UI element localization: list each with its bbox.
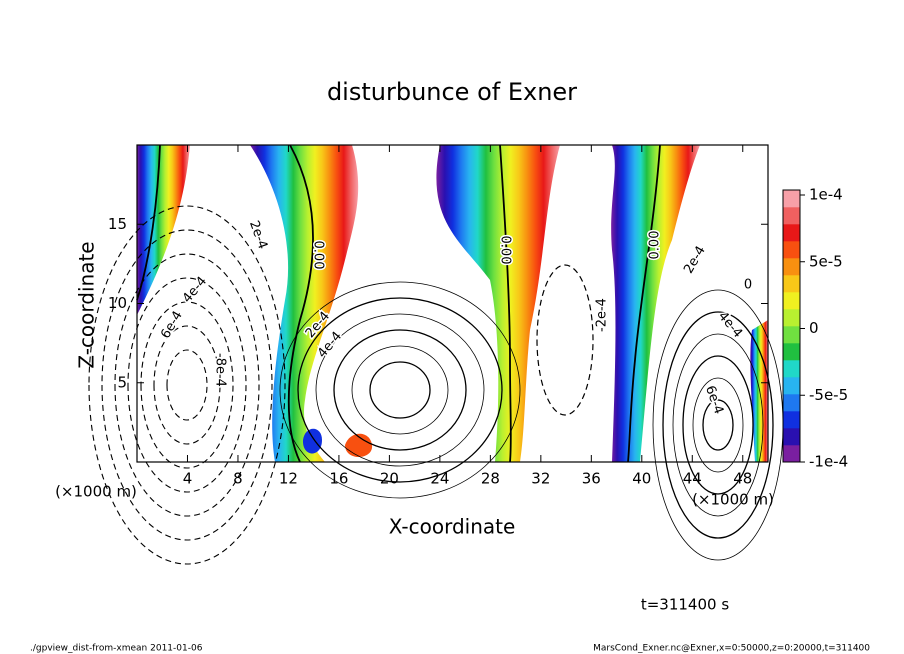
contour-line <box>88 205 286 565</box>
contour-line <box>499 144 512 463</box>
x-tick-label: 28 <box>481 470 500 488</box>
contour-label: -2e-4 <box>595 298 610 332</box>
contour-line <box>136 144 161 301</box>
x-tick-label: 8 <box>233 470 243 488</box>
contour-line <box>279 281 521 499</box>
contour-line <box>101 229 273 541</box>
colorbar-swatch <box>783 309 800 327</box>
contour-label: -8e-4 <box>213 353 228 387</box>
footer-left: ./gpview_dist-from-xmean 2011-01-06 <box>30 644 203 654</box>
x-tick-label: 12 <box>279 470 298 488</box>
contour-label: 0.00 <box>311 241 326 270</box>
footer-right: MarsCond_Exner.nc@Exner,x=0:50000,z=0:20… <box>593 644 870 654</box>
colorbar-swatch <box>783 445 800 463</box>
contour-line <box>702 399 734 451</box>
colorbar-swatch <box>783 377 800 395</box>
contour-label: 0 <box>744 278 752 293</box>
contour-line <box>369 361 431 419</box>
x-tick-label: 44 <box>683 470 702 488</box>
x-tick-label: 36 <box>582 470 601 488</box>
y-tick-label: 5 <box>117 373 127 391</box>
contour-line <box>662 311 774 539</box>
time-label: t=311400 s <box>641 596 729 614</box>
colorbar-swatch <box>783 258 800 276</box>
y-unit: (×1000 m) <box>55 483 137 501</box>
colorbar-swatch <box>783 360 800 378</box>
x-tick-label: 4 <box>183 470 193 488</box>
colorbar-tick-label: 0 <box>809 319 819 337</box>
colorbar-swatch <box>783 241 800 259</box>
colorbar-swatch <box>783 326 800 344</box>
contour-line <box>127 277 247 493</box>
contour-label: 2e-4 <box>246 219 270 252</box>
contour-label: 0.00 <box>648 231 663 260</box>
colorbar-swatch <box>783 411 800 429</box>
x-unit: (×1000 m) <box>692 491 774 509</box>
colorbar-swatch <box>783 275 800 293</box>
contour-line <box>351 345 449 435</box>
colorbar-frame <box>782 189 801 463</box>
colorbar-swatch <box>783 394 800 412</box>
contour-line <box>682 355 754 495</box>
contour-label: 4e-4 <box>180 274 210 306</box>
contour-line <box>672 333 764 517</box>
contour-line <box>536 264 594 416</box>
colorbar-swatch <box>783 207 800 225</box>
x-tick-label: 24 <box>430 470 449 488</box>
contour-line <box>315 313 485 467</box>
chart-title: disturbunce of Exner <box>327 78 577 106</box>
contour-line <box>297 297 503 483</box>
y-tick-label: 15 <box>108 215 127 233</box>
color-band <box>436 145 560 462</box>
x-tick-label: 32 <box>531 470 550 488</box>
cold-blob <box>302 428 322 454</box>
colorbar-tick-label: -1e-4 <box>809 453 848 471</box>
warm-blob <box>345 433 373 458</box>
colorbar-swatch <box>783 343 800 361</box>
x-tick-label: 48 <box>733 470 752 488</box>
contour-label: 6e-4 <box>158 309 186 342</box>
colorbar-tick-label: 5e-5 <box>809 252 843 270</box>
colorbar-swatch <box>783 224 800 242</box>
contour-line <box>153 325 221 445</box>
colorbar-tick-label: -5e-5 <box>809 386 848 404</box>
x-tick-label: 16 <box>329 470 348 488</box>
contour-label: 0.00 <box>498 236 513 265</box>
contour-line <box>166 349 208 421</box>
contour-line <box>692 377 744 473</box>
colorbar-swatch <box>783 292 800 310</box>
contour-line <box>627 144 661 463</box>
x-tick-label: 20 <box>380 470 399 488</box>
contour-line <box>114 253 260 517</box>
contour-line <box>287 144 314 463</box>
colorbar-tick-label: 1e-4 <box>809 186 843 204</box>
y-tick-label: 10 <box>108 294 127 312</box>
color-band <box>750 320 768 462</box>
contour-label: 4e-4 <box>715 309 745 341</box>
contour-line <box>333 329 467 451</box>
x-axis-label: X-coordinate <box>389 515 516 539</box>
field: 2e-4 6e-4 4e-4 -8e-4 0.00 2e-4 4e-4 0.00 -2e-4 0.… <box>88 144 784 565</box>
colorbar-swatch <box>783 190 800 208</box>
y-axis-label: Z-coordinate <box>75 241 99 368</box>
colorbar-swatch <box>783 428 800 446</box>
x-tick-label: 40 <box>632 470 651 488</box>
contour-label: 2e-4 <box>681 244 709 277</box>
contour-line <box>140 301 234 469</box>
